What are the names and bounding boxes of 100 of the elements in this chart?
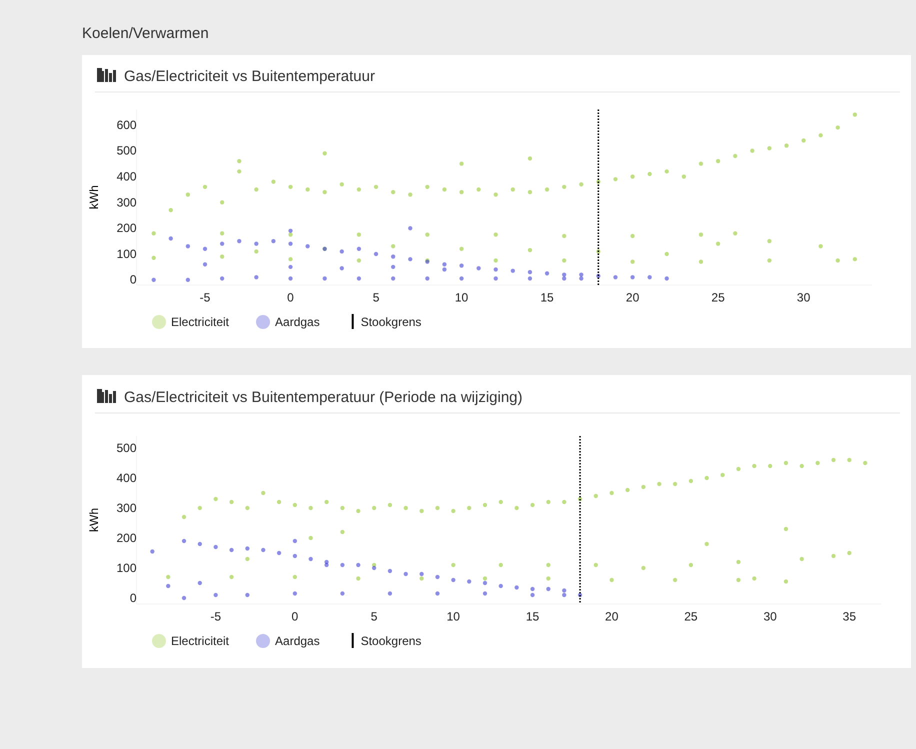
point [198,542,202,546]
point [168,236,173,241]
point [374,252,378,256]
point [202,246,208,251]
legend-label: Aardgas [275,634,320,648]
point [442,267,447,272]
point [562,592,566,598]
x-tick-label: 25 [711,290,726,305]
point [308,556,313,562]
point [356,562,360,568]
point [544,271,550,276]
x-tick-label: 10 [446,610,460,624]
point [340,591,345,596]
point [306,244,310,248]
x-tick-label: 0 [287,290,294,305]
x-tick-label: 20 [626,290,640,305]
point [220,242,224,246]
point [442,262,447,266]
legend-label: Stookgrens [360,315,422,329]
point [476,266,481,270]
text: Koelen/Verwarmen [82,25,209,42]
point [451,578,456,582]
point [435,574,440,580]
point [198,580,202,586]
point [245,592,250,598]
y-tick-label: 600 [116,118,137,132]
x-tick-label: 5 [370,610,378,624]
x-tick-label: 30 [796,290,811,305]
point [202,262,208,266]
point [613,275,618,280]
point [292,554,298,558]
point [408,226,412,230]
point [388,591,392,596]
point [425,276,430,281]
point [292,538,298,544]
point [648,275,652,280]
point [152,278,156,282]
x-tick-label: 15 [540,290,554,305]
point [372,566,376,570]
point [254,242,258,246]
chart-title: Gas/Electriciteit vs Buitentemperatuur (Periode na wijziging) [124,389,523,406]
point [182,538,186,544]
point [664,276,669,281]
point [288,242,293,246]
point [514,585,519,590]
point [579,276,584,281]
point [276,550,282,556]
point [229,548,234,552]
point [356,276,362,281]
point [530,592,535,598]
point [562,276,566,281]
point [498,584,503,588]
point [510,268,515,273]
x-tick-label: -5 [200,290,211,305]
x-tick-label: 25 [684,610,698,624]
point [237,239,242,244]
point [388,568,392,574]
point [245,546,250,551]
x-tick-label: 0 [292,610,299,624]
point [182,596,186,600]
x-tick-label: 5 [372,290,380,305]
y-tick-label: 400 [116,470,137,485]
point [340,249,344,254]
point [292,591,298,596]
point [220,276,224,281]
y-axis-title: kWh [87,508,101,532]
point [404,572,408,576]
y-axis-title: kWh [87,185,101,210]
point [150,549,154,554]
y-tick-label: 400 [116,169,137,184]
point [562,272,566,277]
x-tick-label: 35 [842,610,856,624]
chart-title: Gas/Electriciteit vs Buitentemperatuur [124,68,375,85]
point [459,276,464,281]
x-tick-label: -5 [210,610,222,624]
point [408,257,412,262]
point [391,254,396,259]
point [528,270,532,274]
point [324,562,329,568]
point [391,264,396,270]
point [546,586,550,592]
point [214,544,218,550]
point [356,246,362,251]
point [420,572,424,576]
point [482,580,488,586]
point [630,275,635,280]
point [562,588,566,593]
y-tick-label: 100 [116,246,137,261]
legend-label: Aardgas [275,315,320,329]
y-tick-label: 0 [130,590,137,605]
x-tick-label: 30 [763,610,778,624]
legend-label: Electriciteit [171,315,230,329]
point [340,562,345,568]
point [528,276,532,281]
point [254,275,258,280]
point [340,266,344,270]
y-tick-label: 500 [116,144,137,158]
point [494,276,498,281]
point [288,264,293,270]
point [391,276,396,281]
